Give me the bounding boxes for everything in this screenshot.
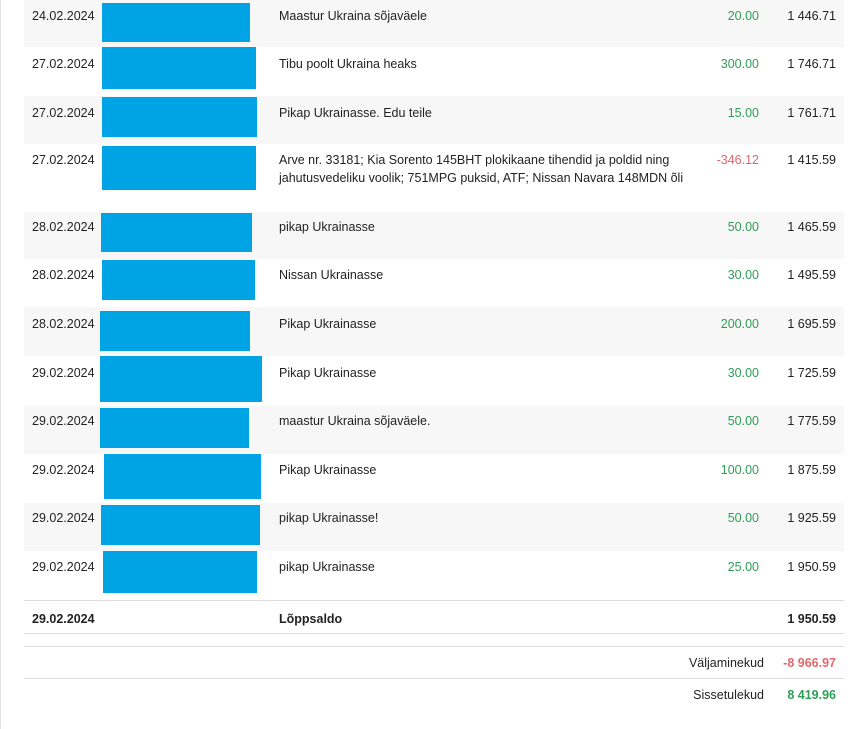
transaction-date: 29.02.2024 bbox=[32, 414, 95, 428]
transaction-balance: 1 465.59 bbox=[787, 220, 836, 234]
transaction-date: 24.02.2024 bbox=[32, 9, 95, 23]
redacted-counterparty bbox=[100, 311, 250, 351]
transaction-date: 29.02.2024 bbox=[32, 366, 95, 380]
incoming-summary: Sissetulekud 8 419.96 bbox=[24, 678, 844, 709]
transaction-date: 29.02.2024 bbox=[32, 511, 95, 525]
transaction-row: 27.02.2024 Tibu poolt Ukraina heaks 300.… bbox=[24, 47, 844, 96]
redacted-counterparty bbox=[100, 356, 262, 402]
transaction-balance: 1 725.59 bbox=[787, 366, 836, 380]
transaction-balance: 1 925.59 bbox=[787, 511, 836, 525]
redacted-counterparty bbox=[102, 47, 256, 89]
closing-balance-row: 29.02.2024 Lõppsaldo 1 950.59 bbox=[24, 600, 844, 634]
transaction-description: maastur Ukraina sõjaväele. bbox=[279, 414, 431, 428]
transaction-balance: 1 746.71 bbox=[787, 57, 836, 71]
transaction-description: pikap Ukrainasse! bbox=[279, 511, 379, 525]
transaction-date: 29.02.2024 bbox=[32, 560, 95, 574]
transaction-row: 28.02.2024 pikap Ukrainasse 50.00 1 465.… bbox=[24, 212, 844, 259]
transaction-balance: 1 495.59 bbox=[787, 268, 836, 282]
transaction-description: Tibu poolt Ukraina heaks bbox=[279, 57, 417, 71]
transaction-amount: 200.00 bbox=[720, 317, 759, 331]
incoming-value: 8 419.96 bbox=[787, 688, 836, 702]
transaction-balance: 1 415.59 bbox=[787, 153, 836, 167]
transaction-row: 29.02.2024 Pikap Ukrainasse 100.00 1 875… bbox=[24, 454, 844, 503]
transaction-date: 28.02.2024 bbox=[32, 220, 95, 234]
transaction-amount: 50.00 bbox=[727, 511, 759, 525]
transaction-row: 24.02.2024 Maastur Ukraina sõjaväele 20.… bbox=[24, 0, 844, 47]
transaction-amount: 50.00 bbox=[727, 414, 759, 428]
transaction-date: 27.02.2024 bbox=[32, 153, 95, 167]
redacted-counterparty bbox=[101, 505, 260, 545]
transaction-row: 27.02.2024 Arve nr. 33181; Kia Sorento 1… bbox=[24, 144, 844, 212]
transaction-description: Arve nr. 33181; Kia Sorento 145BHT ploki… bbox=[279, 153, 684, 185]
transaction-row: 29.02.2024 Pikap Ukrainasse 30.00 1 725.… bbox=[24, 356, 844, 406]
redacted-counterparty bbox=[102, 260, 255, 300]
transaction-row: 29.02.2024 maastur Ukraina sõjaväele. 50… bbox=[24, 406, 844, 454]
transaction-description: Pikap Ukrainasse. Edu teile bbox=[279, 106, 432, 120]
outgoing-value: -8 966.97 bbox=[783, 656, 836, 670]
closing-date: 29.02.2024 bbox=[32, 612, 95, 626]
transaction-amount: 15.00 bbox=[727, 106, 759, 120]
transaction-row: 28.02.2024 Nissan Ukrainasse 30.00 1 495… bbox=[24, 259, 844, 307]
transaction-balance: 1 695.59 bbox=[787, 317, 836, 331]
transaction-row: 28.02.2024 Pikap Ukrainasse 200.00 1 695… bbox=[24, 307, 844, 356]
redacted-counterparty bbox=[100, 408, 249, 448]
transaction-date: 28.02.2024 bbox=[32, 317, 95, 331]
transaction-amount: 300.00 bbox=[720, 57, 759, 71]
transaction-description: Nissan Ukrainasse bbox=[279, 268, 384, 282]
transaction-row: 29.02.2024 pikap Ukrainasse 25.00 1 950.… bbox=[24, 551, 844, 600]
transaction-balance: 1 875.59 bbox=[787, 463, 836, 477]
redacted-counterparty bbox=[101, 213, 252, 252]
closing-balance: 1 950.59 bbox=[787, 612, 836, 626]
transaction-balance: 1 761.71 bbox=[787, 106, 836, 120]
outgoing-label: Väljaminekud bbox=[688, 656, 764, 670]
redacted-counterparty bbox=[102, 97, 257, 137]
transaction-amount: 25.00 bbox=[727, 560, 759, 574]
transaction-date: 27.02.2024 bbox=[32, 106, 95, 120]
transaction-amount: 30.00 bbox=[727, 268, 759, 282]
redacted-counterparty bbox=[103, 551, 257, 593]
transaction-row: 27.02.2024 Pikap Ukrainasse. Edu teile 1… bbox=[24, 96, 844, 144]
redacted-counterparty bbox=[104, 454, 261, 499]
outgoing-summary: Väljaminekud -8 966.97 bbox=[24, 646, 844, 677]
transaction-balance: 1 446.71 bbox=[787, 9, 836, 23]
transaction-description: Pikap Ukrainasse bbox=[279, 317, 377, 331]
transaction-amount: 30.00 bbox=[727, 366, 759, 380]
transaction-description: Maastur Ukraina sõjaväele bbox=[279, 9, 427, 23]
transaction-amount: 20.00 bbox=[727, 9, 759, 23]
closing-label: Lõppsaldo bbox=[279, 612, 343, 626]
transaction-balance: 1 775.59 bbox=[787, 414, 836, 428]
left-border bbox=[0, 0, 1, 729]
transaction-amount: -346.12 bbox=[716, 153, 759, 167]
transaction-date: 28.02.2024 bbox=[32, 268, 95, 282]
transaction-amount: 50.00 bbox=[727, 220, 759, 234]
transaction-description: Pikap Ukrainasse bbox=[279, 366, 377, 380]
transaction-date: 29.02.2024 bbox=[32, 463, 95, 477]
transaction-balance: 1 950.59 bbox=[787, 560, 836, 574]
transaction-description: pikap Ukrainasse bbox=[279, 220, 375, 234]
transaction-row: 29.02.2024 pikap Ukrainasse! 50.00 1 925… bbox=[24, 503, 844, 551]
transaction-amount: 100.00 bbox=[720, 463, 759, 477]
incoming-label: Sissetulekud bbox=[693, 688, 764, 702]
redacted-counterparty bbox=[102, 3, 250, 42]
transaction-description: Pikap Ukrainasse bbox=[279, 463, 377, 477]
redacted-counterparty bbox=[102, 146, 256, 190]
transaction-description: pikap Ukrainasse bbox=[279, 560, 375, 574]
transaction-date: 27.02.2024 bbox=[32, 57, 95, 71]
